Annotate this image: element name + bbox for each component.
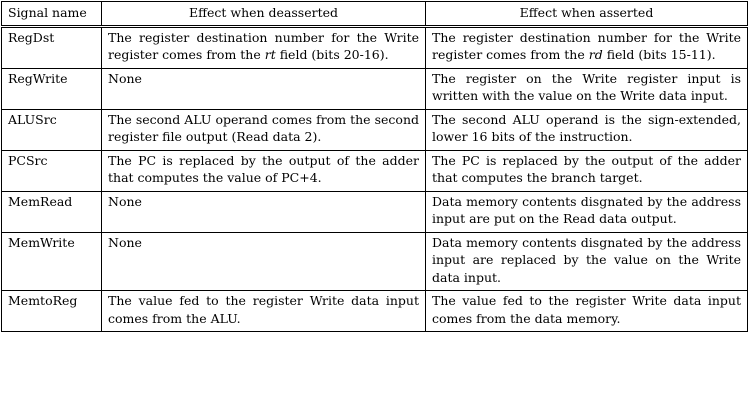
effect-text: The value fed to the register Write data… <box>432 293 741 326</box>
signal-name-cell: RegDst <box>1 25 102 69</box>
effect-text: The second ALU operand is the sign-exten… <box>432 111 741 145</box>
table-row: MemtoReg The value fed to the register Wr… <box>1 290 748 332</box>
table-row: RegWrite None The register on the Write re… <box>1 67 748 110</box>
deasserted-effect-cell: None <box>101 190 426 233</box>
effect-text: The register on the Write register input… <box>432 70 741 104</box>
deasserted-effect-cell: None <box>101 231 426 291</box>
control-signals-table: Signal name Effect when deasserted Effec… <box>1 1 748 332</box>
effect-text: The value fed to the register Write data… <box>108 293 419 326</box>
field-name: rd <box>588 47 603 62</box>
deasserted-effect-cell: The value fed to the register Write data… <box>101 290 426 332</box>
effect-text: The second ALU operand comes from the se… <box>108 111 419 145</box>
field-name: rt <box>264 47 276 62</box>
asserted-effect-cell: The register destination number for the … <box>425 25 748 69</box>
effect-text: field (bits 20-16). <box>275 47 389 62</box>
signal-name-cell: MemRead <box>1 190 102 233</box>
effect-text: None <box>108 70 142 86</box>
table-header: Signal name Effect when deasserted Effec… <box>1 1 748 28</box>
effect-text: None <box>108 234 142 250</box>
header-signal-name: Signal name <box>1 1 102 28</box>
signal-name-cell: PCSrc <box>1 149 102 192</box>
asserted-effect-cell: The second ALU operand is the sign-exten… <box>425 108 748 151</box>
asserted-effect-cell: Data memory contents disgnated by the ad… <box>425 231 748 291</box>
deasserted-effect-cell: None <box>101 67 426 110</box>
table-row: RegDst The register destination number fo… <box>1 25 748 69</box>
effect-text: None <box>108 193 142 209</box>
effect-text: The PC is replaced by the output of the … <box>108 152 419 186</box>
deasserted-effect-cell: The PC is replaced by the output of the … <box>101 149 426 192</box>
table-body: RegDst The register destination number fo… <box>1 25 748 332</box>
signal-name-cell: ALUSrc <box>1 108 102 151</box>
asserted-effect-cell: The PC is replaced by the output of the … <box>425 149 748 192</box>
effect-text: The register destination number for the … <box>108 29 419 63</box>
signal-name-cell: RegWrite <box>1 67 102 110</box>
table-row: MemRead None Data memory contents disgnate… <box>1 190 748 233</box>
table-row: MemWrite None Data memory contents disgnat… <box>1 231 748 291</box>
effect-text: The PC is replaced by the output of the … <box>432 152 741 186</box>
deasserted-effect-cell: The register destination number for the … <box>101 25 426 69</box>
effect-text: field (bits 15-11). <box>602 47 716 62</box>
header-row: Signal name Effect when deasserted Effec… <box>1 1 748 28</box>
asserted-effect-cell: Data memory contents disgnated by the ad… <box>425 190 748 233</box>
effect-text: The register destination number for the … <box>432 29 741 63</box>
asserted-effect-cell: The value fed to the register Write data… <box>425 290 748 332</box>
table-row: ALUSrc The second ALU operand comes from … <box>1 108 748 151</box>
signal-name-cell: MemtoReg <box>1 290 102 332</box>
effect-text: Data memory contents disgnated by the ad… <box>432 193 741 227</box>
header-deasserted: Effect when deasserted <box>101 1 426 28</box>
header-asserted: Effect when asserted <box>425 1 748 28</box>
table-row: PCSrc The PC is replaced by the output of… <box>1 149 748 192</box>
effect-text: Data memory contents disgnated by the ad… <box>432 234 741 285</box>
deasserted-effect-cell: The second ALU operand comes from the se… <box>101 108 426 151</box>
asserted-effect-cell: The register on the Write register input… <box>425 67 748 110</box>
signal-name-cell: MemWrite <box>1 231 102 291</box>
